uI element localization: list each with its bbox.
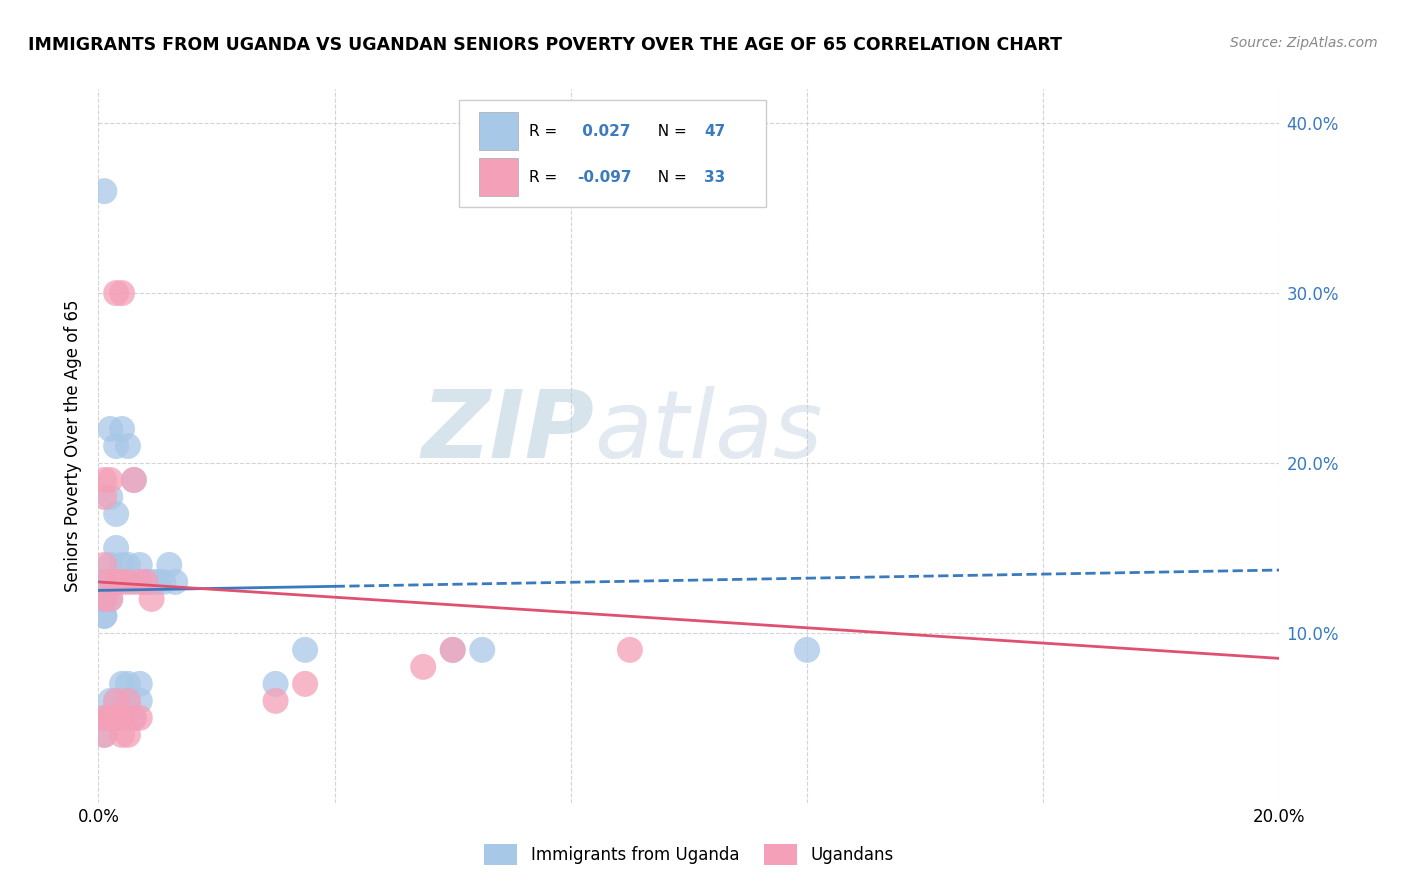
Point xyxy=(93,728,115,742)
Point xyxy=(111,677,134,691)
Point xyxy=(264,677,287,691)
Point xyxy=(141,574,163,589)
Point xyxy=(98,591,121,606)
Point xyxy=(117,439,139,453)
Text: N =: N = xyxy=(648,124,692,139)
Point xyxy=(93,591,115,606)
Point xyxy=(165,574,187,589)
Text: 33: 33 xyxy=(704,169,725,185)
Point xyxy=(98,711,121,725)
FancyBboxPatch shape xyxy=(478,112,517,151)
Point xyxy=(135,574,157,589)
Point xyxy=(135,574,157,589)
Point xyxy=(93,591,115,606)
Point xyxy=(117,694,139,708)
Point xyxy=(157,558,180,572)
Point xyxy=(117,574,139,589)
Point xyxy=(128,694,150,708)
Point xyxy=(93,184,115,198)
Point xyxy=(98,711,121,725)
Point xyxy=(146,574,169,589)
FancyBboxPatch shape xyxy=(458,100,766,207)
Point xyxy=(105,439,128,453)
Point xyxy=(128,711,150,725)
Point xyxy=(111,711,134,725)
Point xyxy=(105,711,128,725)
Point xyxy=(441,643,464,657)
Point xyxy=(105,694,128,708)
Point xyxy=(128,677,150,691)
FancyBboxPatch shape xyxy=(478,159,517,196)
Point xyxy=(122,473,145,487)
Text: N =: N = xyxy=(648,169,692,185)
Point xyxy=(98,490,121,504)
Point xyxy=(152,574,174,589)
Point xyxy=(796,643,818,657)
Text: ZIP: ZIP xyxy=(422,385,595,478)
Point xyxy=(111,558,134,572)
Point xyxy=(98,711,121,725)
Point xyxy=(619,643,641,657)
Point xyxy=(93,711,115,725)
Point xyxy=(105,541,128,555)
Point xyxy=(441,643,464,657)
Y-axis label: Seniors Poverty Over the Age of 65: Seniors Poverty Over the Age of 65 xyxy=(65,300,83,592)
Point xyxy=(105,507,128,521)
Text: atlas: atlas xyxy=(595,386,823,477)
Point xyxy=(111,728,134,742)
Point xyxy=(264,694,287,708)
Point xyxy=(128,574,150,589)
Point xyxy=(98,422,121,436)
Point xyxy=(122,711,145,725)
Point xyxy=(105,574,128,589)
Point xyxy=(93,608,115,623)
Point xyxy=(111,574,134,589)
Point xyxy=(98,591,121,606)
Point xyxy=(93,490,115,504)
Text: -0.097: -0.097 xyxy=(576,169,631,185)
Point xyxy=(122,473,145,487)
Point xyxy=(111,286,134,301)
Text: IMMIGRANTS FROM UGANDA VS UGANDAN SENIORS POVERTY OVER THE AGE OF 65 CORRELATION: IMMIGRANTS FROM UGANDA VS UGANDAN SENIOR… xyxy=(28,36,1062,54)
Point xyxy=(93,558,115,572)
Point xyxy=(117,728,139,742)
Point xyxy=(98,574,121,589)
Point xyxy=(93,591,115,606)
Point xyxy=(117,694,139,708)
Point xyxy=(111,422,134,436)
Point xyxy=(122,711,145,725)
Text: R =: R = xyxy=(530,124,562,139)
Point xyxy=(471,643,494,657)
Legend: Immigrants from Uganda, Ugandans: Immigrants from Uganda, Ugandans xyxy=(475,836,903,873)
Point xyxy=(105,711,128,725)
Point xyxy=(93,711,115,725)
Point xyxy=(128,558,150,572)
Point xyxy=(122,574,145,589)
Point xyxy=(117,558,139,572)
Point xyxy=(294,677,316,691)
Point xyxy=(141,591,163,606)
Point xyxy=(93,574,115,589)
Text: R =: R = xyxy=(530,169,562,185)
Point xyxy=(93,728,115,742)
Point xyxy=(98,558,121,572)
Point xyxy=(93,473,115,487)
Point xyxy=(294,643,316,657)
Point xyxy=(105,286,128,301)
Point xyxy=(412,660,434,674)
Text: 0.027: 0.027 xyxy=(576,124,630,139)
Point xyxy=(105,574,128,589)
Point xyxy=(98,473,121,487)
Point xyxy=(98,694,121,708)
Point xyxy=(111,711,134,725)
Point xyxy=(93,574,115,589)
Point xyxy=(105,694,128,708)
Point xyxy=(93,608,115,623)
Text: 47: 47 xyxy=(704,124,725,139)
Text: Source: ZipAtlas.com: Source: ZipAtlas.com xyxy=(1230,36,1378,50)
Point xyxy=(98,574,121,589)
Point xyxy=(117,677,139,691)
